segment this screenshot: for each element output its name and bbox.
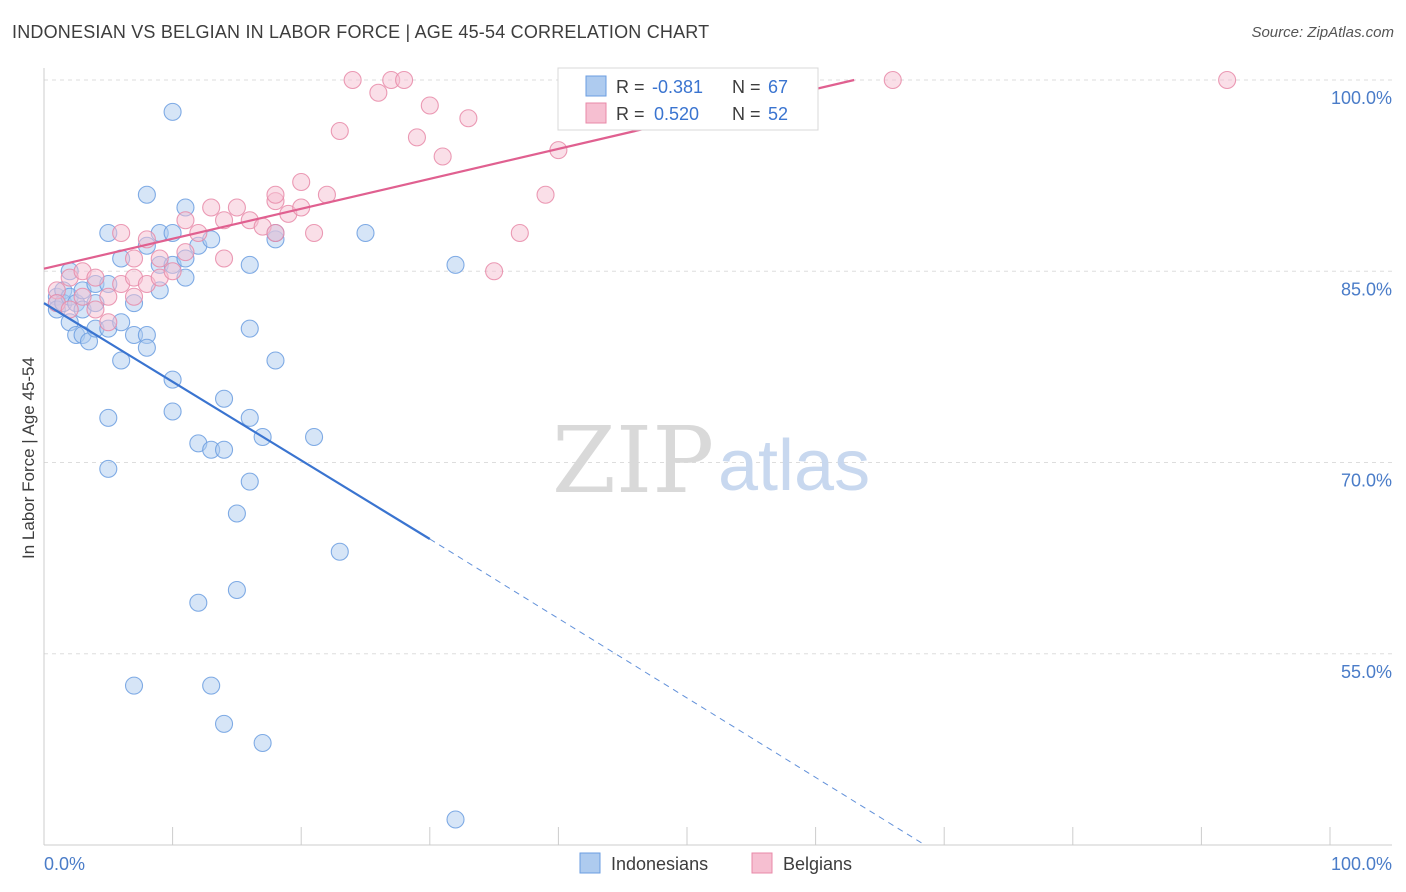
y-tick-label: 70.0% xyxy=(1341,471,1392,491)
data-point xyxy=(240,319,259,338)
data-point xyxy=(240,255,259,274)
data-point xyxy=(150,249,169,268)
data-point xyxy=(227,504,246,523)
data-point xyxy=(883,70,902,90)
data-point xyxy=(214,389,234,408)
stats-r-label-1: R = xyxy=(616,77,645,97)
data-point xyxy=(124,287,144,306)
data-point xyxy=(356,223,375,243)
data-point xyxy=(214,440,234,459)
source-label: Source: ZipAtlas.com xyxy=(1251,24,1394,41)
data-point xyxy=(266,185,285,204)
watermark-atlas: atlas xyxy=(718,426,870,506)
data-point xyxy=(227,198,246,217)
data-point xyxy=(163,262,182,281)
data-point xyxy=(176,243,195,262)
data-point xyxy=(510,223,529,243)
data-point xyxy=(292,172,311,192)
data-point xyxy=(202,676,221,695)
data-point xyxy=(240,472,259,491)
data-points xyxy=(47,70,1237,829)
data-point xyxy=(73,287,92,306)
stats-n-value-1: 67 xyxy=(768,77,788,97)
data-point xyxy=(214,249,234,268)
data-point xyxy=(202,198,221,217)
axes xyxy=(43,68,1392,846)
data-point xyxy=(407,128,426,147)
trend-line xyxy=(43,302,431,540)
data-point xyxy=(86,300,105,319)
legend-label-belgians: Belgians xyxy=(783,854,852,874)
data-point xyxy=(305,427,324,447)
stats-box: R = -0.381 N = 67 R = 0.520 N = 52 xyxy=(557,67,819,131)
watermark-zip: ZIP xyxy=(552,407,714,514)
data-point xyxy=(1218,70,1237,90)
gridlines xyxy=(44,79,1392,655)
y-axis-title: In Labor Force | Age 45-54 xyxy=(19,357,38,559)
tick-labels: 100.0% 85.0% 70.0% 55.0% 0.0% 100.0% xyxy=(44,88,1392,874)
data-point xyxy=(240,408,259,427)
data-point xyxy=(137,185,156,204)
data-point xyxy=(266,351,285,370)
data-point xyxy=(485,262,504,281)
watermark: ZIP atlas xyxy=(552,407,870,514)
data-point xyxy=(124,249,144,268)
data-point xyxy=(124,676,144,695)
stats-n-label-2: N = xyxy=(732,104,761,124)
legend: Indonesians Belgians xyxy=(579,852,852,874)
data-point xyxy=(536,185,555,204)
data-point xyxy=(86,268,105,287)
data-point xyxy=(330,542,349,561)
data-point xyxy=(214,714,234,733)
chart-title: INDONESIAN VS BELGIAN IN LABOR FORCE | A… xyxy=(12,22,710,42)
stats-swatch-indonesians xyxy=(585,75,607,97)
data-point xyxy=(99,313,118,332)
data-point xyxy=(214,211,234,230)
x-tick-label: 0.0% xyxy=(44,854,85,874)
data-point xyxy=(112,223,131,243)
x-tick-label: 100.0% xyxy=(1331,854,1392,874)
legend-label-indonesians: Indonesians xyxy=(611,854,708,874)
data-point xyxy=(163,102,182,121)
stats-n-label-1: N = xyxy=(732,77,761,97)
data-point xyxy=(99,287,118,306)
stats-r-value-2: 0.520 xyxy=(654,104,699,124)
legend-swatch-indonesians xyxy=(579,852,601,874)
stats-r-value-1: -0.381 xyxy=(652,77,703,97)
data-point xyxy=(369,83,388,102)
y-tick-label: 100.0% xyxy=(1331,88,1392,108)
data-point xyxy=(395,70,414,90)
series-indonesians xyxy=(47,102,465,829)
data-point xyxy=(446,810,465,829)
data-point xyxy=(99,459,118,478)
y-tick-label: 85.0% xyxy=(1341,279,1392,299)
stats-swatch-belgians xyxy=(585,102,607,124)
data-point xyxy=(266,223,285,243)
series-belgians xyxy=(47,70,1237,332)
data-point xyxy=(137,338,156,357)
data-point xyxy=(253,733,272,753)
data-point xyxy=(343,70,362,90)
data-point xyxy=(305,223,324,243)
trend-line-extension xyxy=(429,538,926,846)
data-point xyxy=(163,402,182,421)
data-point xyxy=(446,255,465,274)
data-point xyxy=(459,109,478,128)
data-point xyxy=(189,593,208,612)
data-point xyxy=(433,147,452,166)
stats-n-value-2: 52 xyxy=(768,104,788,124)
stats-r-label-2: R = xyxy=(616,104,645,124)
data-point xyxy=(420,96,439,115)
y-tick-label: 55.0% xyxy=(1341,662,1392,682)
data-point xyxy=(112,351,131,370)
data-point xyxy=(99,408,118,427)
data-point xyxy=(176,211,195,230)
data-point xyxy=(227,580,246,600)
legend-swatch-belgians xyxy=(751,852,773,874)
data-point xyxy=(330,121,349,141)
